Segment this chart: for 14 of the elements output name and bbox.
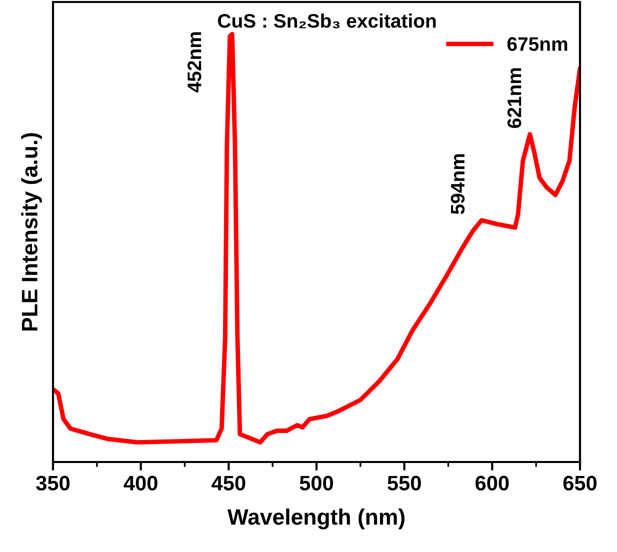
annotation: 594nm xyxy=(450,154,465,214)
annotation: 452nm xyxy=(188,32,202,92)
x-tick-label: 650 xyxy=(563,476,597,490)
x-axis-title: Wavelength (nm) xyxy=(227,508,404,530)
annotation: 621nm xyxy=(507,68,522,128)
x-tick-label: 600 xyxy=(476,476,509,490)
y-axis-title: PLE Intensity (a.u.) xyxy=(21,133,42,331)
chart-title: CuS : Sn₂Sb₃ excitation xyxy=(218,14,436,28)
x-tick-label: 350 xyxy=(36,476,70,491)
x-tick-label: 400 xyxy=(124,476,158,490)
x-tick-label: 450 xyxy=(212,476,246,490)
legend-label: 675nm xyxy=(507,37,568,51)
x-tick-label: 550 xyxy=(388,476,421,490)
x-tick-label: 500 xyxy=(300,476,334,490)
